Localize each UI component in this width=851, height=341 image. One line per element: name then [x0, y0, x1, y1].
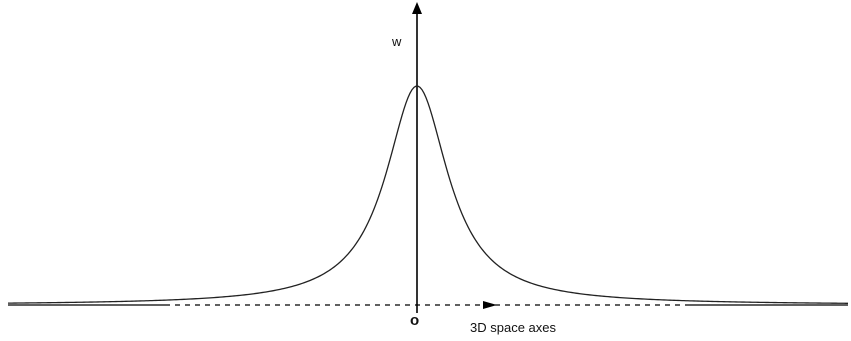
- origin-label: o: [410, 312, 419, 329]
- peak-curve: [7, 85, 849, 304]
- horizontal-axis-label: 3D space axes: [470, 320, 556, 335]
- horizontal-axis-arrowhead: [483, 301, 497, 309]
- vertical-axis-label: w: [391, 34, 402, 49]
- vertical-axis-arrowhead: [412, 2, 422, 14]
